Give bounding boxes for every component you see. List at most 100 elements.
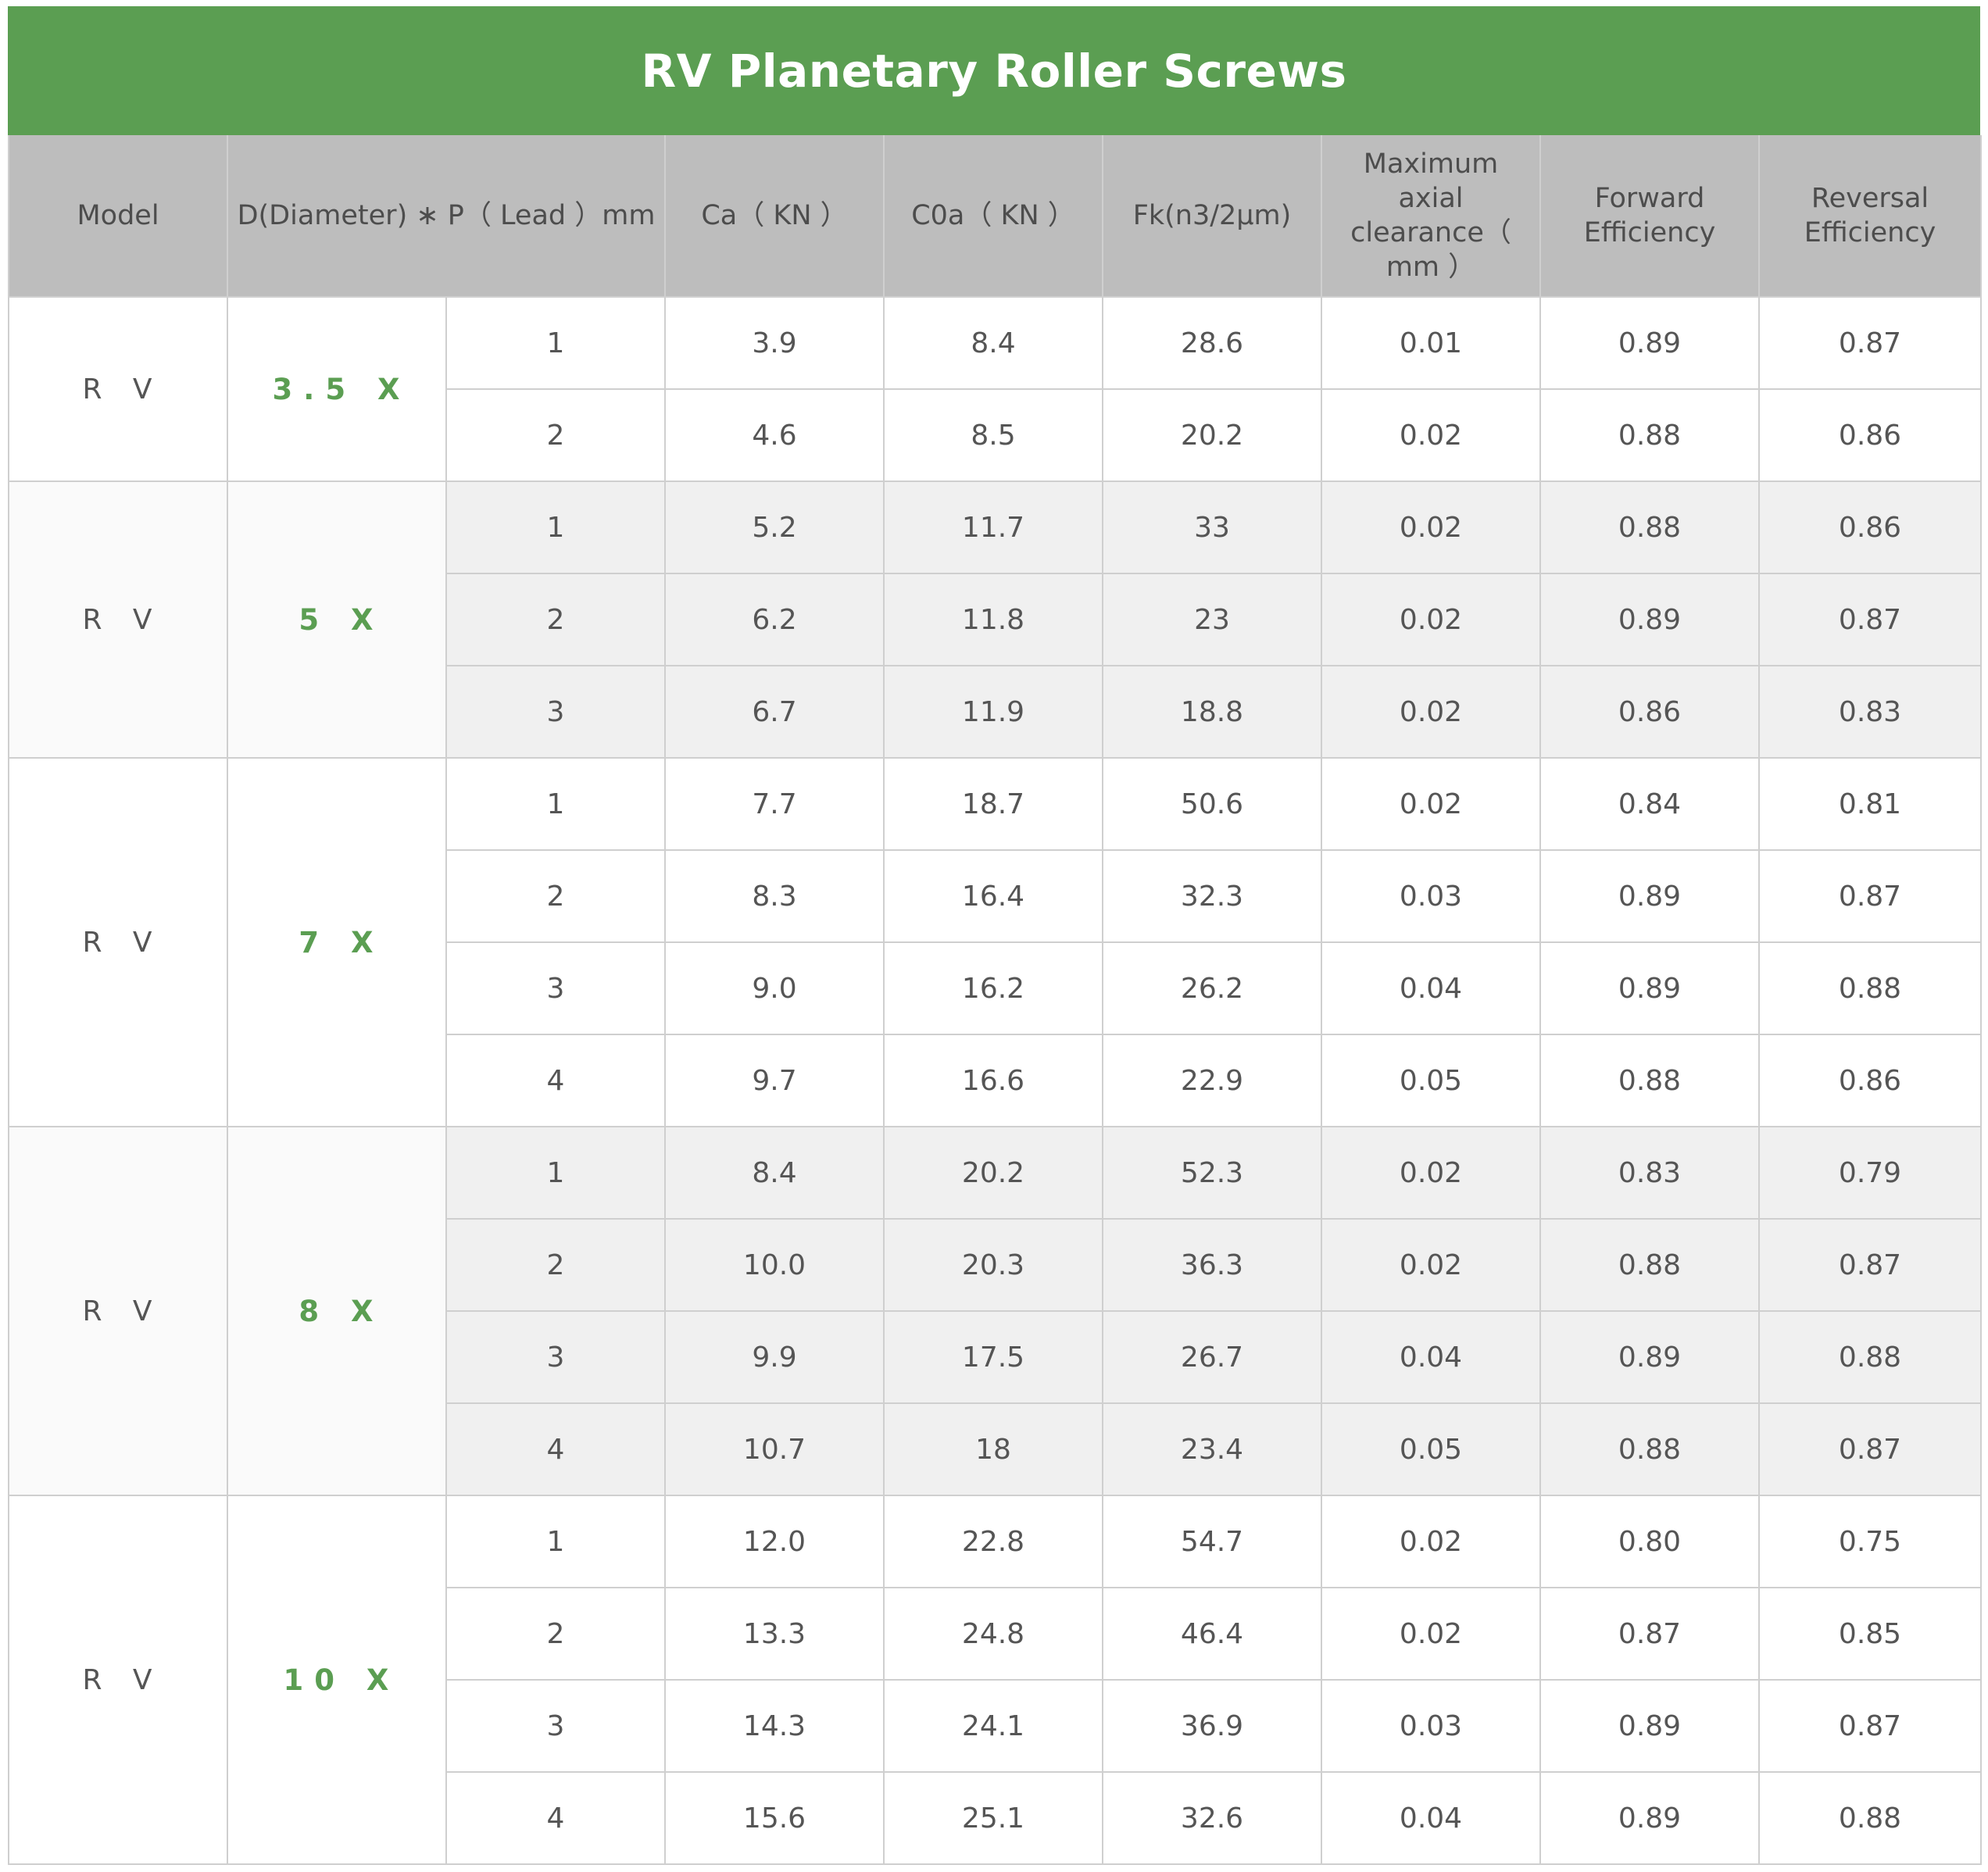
table-row: 2 13.3 24.8 46.4 0.02 0.87 0.85: [9, 1587, 1982, 1681]
forward-cell: 0.83: [1539, 1126, 1760, 1220]
clearance-cell: 0.03: [1321, 849, 1541, 943]
forward-cell: 0.86: [1539, 665, 1760, 759]
header-ca: Ca（ KN ）: [664, 135, 885, 298]
lead-cell: 4: [445, 1034, 666, 1127]
model-cell: R V: [8, 296, 228, 482]
diameter-cell: 8 X: [227, 1126, 447, 1496]
reversal-cell: 0.87: [1758, 1218, 1982, 1312]
clearance-cell: 0.02: [1321, 1126, 1541, 1220]
fk-cell: 26.2: [1102, 941, 1322, 1035]
model-cell: R V: [8, 481, 228, 759]
header-reversal-efficiency-text: Reversal Efficiency: [1804, 183, 1936, 248]
fk-cell: 33: [1102, 481, 1322, 574]
c0a-cell: 16.4: [883, 849, 1103, 943]
lead-cell: 4: [445, 1771, 666, 1865]
forward-cell: 0.89: [1539, 1310, 1760, 1404]
reversal-cell: 0.83: [1758, 665, 1982, 759]
c0a-cell: 20.2: [883, 1126, 1103, 1220]
ca-cell: 12.0: [664, 1495, 885, 1588]
ca-cell: 10.0: [664, 1218, 885, 1312]
table-row: R V 3.5 X 1 3.9 8.4 28.6 0.01 0.89 0.87: [8, 296, 1982, 482]
forward-cell: 0.88: [1539, 388, 1760, 482]
clearance-cell: 0.02: [1321, 1218, 1541, 1312]
forward-cell: 0.87: [1539, 1587, 1760, 1681]
c0a-cell: 20.3: [883, 1218, 1103, 1312]
forward-cell: 0.89: [1539, 941, 1760, 1035]
lead-cell: 1: [445, 481, 666, 574]
fk-cell: 23: [1102, 573, 1322, 666]
table-header: Model D(Diameter) ∗ P（ Lead ）mm Ca（ KN ）…: [8, 135, 1982, 298]
table-row: 2 10.0 20.3 36.3 0.02 0.88 0.87: [9, 1218, 1982, 1312]
fk-cell: 20.2: [1102, 388, 1322, 482]
fk-cell: 46.4: [1102, 1587, 1322, 1681]
c0a-cell: 11.8: [883, 573, 1103, 666]
ca-cell: 13.3: [664, 1587, 885, 1681]
ca-cell: 3.9: [664, 296, 885, 390]
c0a-cell: 25.1: [883, 1771, 1103, 1865]
lead-cell: 1: [445, 1126, 666, 1220]
c0a-cell: 11.9: [883, 665, 1103, 759]
clearance-cell: 0.04: [1321, 1310, 1541, 1404]
lead-cell: 2: [445, 1587, 666, 1681]
clearance-cell: 0.03: [1321, 1679, 1541, 1773]
fk-cell: 52.3: [1102, 1126, 1322, 1220]
c0a-cell: 17.5: [883, 1310, 1103, 1404]
ca-cell: 9.7: [664, 1034, 885, 1127]
lead-cell: 3: [445, 941, 666, 1035]
forward-cell: 0.89: [1539, 1771, 1760, 1865]
table-row: 3 6.7 11.9 18.8 0.02 0.86 0.83: [9, 665, 1982, 759]
spec-table: Model D(Diameter) ∗ P（ Lead ）mm Ca（ KN ）…: [8, 135, 1982, 1865]
clearance-cell: 0.02: [1321, 1587, 1541, 1681]
spec-sheet: RV Planetary Roller Screws Model D(Diame…: [8, 6, 1982, 1865]
ca-cell: 4.6: [664, 388, 885, 482]
clearance-cell: 0.04: [1321, 1771, 1541, 1865]
c0a-cell: 8.4: [883, 296, 1103, 390]
forward-cell: 0.89: [1539, 573, 1760, 666]
header-fk: Fk(n3/2μm): [1102, 135, 1322, 298]
table-row: 2 8.3 16.4 32.3 0.03 0.89 0.87: [9, 849, 1982, 943]
forward-cell: 0.88: [1539, 481, 1760, 574]
clearance-cell: 0.05: [1321, 1034, 1541, 1127]
diameter-cell: 10 X: [227, 1495, 447, 1865]
reversal-cell: 0.87: [1758, 1402, 1982, 1496]
lead-cell: 1: [445, 296, 666, 390]
reversal-cell: 0.88: [1758, 941, 1982, 1035]
lead-cell: 3: [445, 665, 666, 759]
lead-cell: 2: [445, 849, 666, 943]
reversal-cell: 0.88: [1758, 1310, 1982, 1404]
ca-cell: 5.2: [664, 481, 885, 574]
lead-cell: 2: [445, 388, 666, 482]
forward-cell: 0.80: [1539, 1495, 1760, 1588]
ca-cell: 6.2: [664, 573, 885, 666]
forward-cell: 0.89: [1539, 849, 1760, 943]
reversal-cell: 0.88: [1758, 1771, 1982, 1865]
c0a-cell: 16.6: [883, 1034, 1103, 1127]
forward-cell: 0.88: [1539, 1034, 1760, 1127]
fk-cell: 28.6: [1102, 296, 1322, 390]
clearance-cell: 0.02: [1321, 665, 1541, 759]
clearance-cell: 0.02: [1321, 573, 1541, 666]
header-max-clearance: Maximum axial clearance（ mm ）: [1321, 135, 1541, 298]
fk-cell: 23.4: [1102, 1402, 1322, 1496]
clearance-cell: 0.02: [1321, 388, 1541, 482]
fk-cell: 32.6: [1102, 1771, 1322, 1865]
lead-cell: 2: [445, 573, 666, 666]
fk-cell: 32.3: [1102, 849, 1322, 943]
header-c0a: C0a（ KN ）: [883, 135, 1103, 298]
c0a-cell: 8.5: [883, 388, 1103, 482]
table-row: 2 4.6 8.5 20.2 0.02 0.88 0.86: [9, 388, 1982, 482]
header-diameter-lead: D(Diameter) ∗ P（ Lead ）mm: [227, 135, 666, 298]
ca-cell: 8.4: [664, 1126, 885, 1220]
c0a-cell: 16.2: [883, 941, 1103, 1035]
c0a-cell: 18.7: [883, 757, 1103, 851]
lead-cell: 3: [445, 1310, 666, 1404]
header-reversal-efficiency: Reversal Efficiency: [1758, 135, 1982, 298]
lead-cell: 3: [445, 1679, 666, 1773]
fk-cell: 50.6: [1102, 757, 1322, 851]
diameter-cell: 5 X: [227, 481, 447, 759]
c0a-cell: 18: [883, 1402, 1103, 1496]
reversal-cell: 0.87: [1758, 296, 1982, 390]
forward-cell: 0.84: [1539, 757, 1760, 851]
